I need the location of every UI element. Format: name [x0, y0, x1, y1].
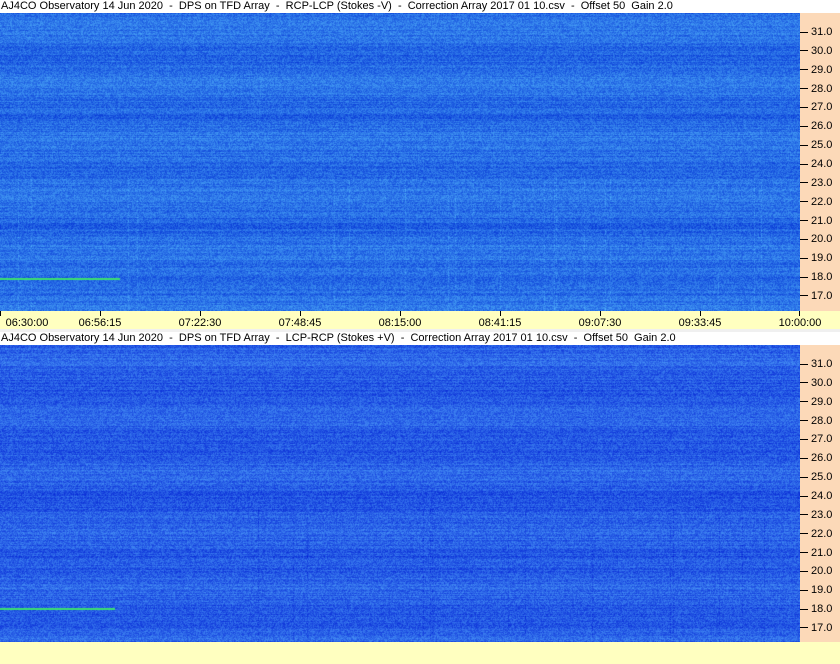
time-tick-label: 09:33:45	[678, 317, 722, 329]
bottom-frequency-axis: 31.0 30.0 29.0 28.0 27.0 26.0 25.0 24.0 23.0 22.0…	[800, 345, 840, 642]
frequency-tick: 31.0	[800, 358, 832, 370]
frequency-tick: 17.0	[800, 622, 832, 634]
time-tick-label: 09:07:30	[578, 317, 622, 329]
time-tick-label: 08:15:00	[378, 317, 422, 329]
frequency-tick: 20.0	[800, 565, 832, 577]
time-tick-label: 10:00:00	[778, 317, 822, 329]
bottom-axis-strip	[0, 642, 840, 664]
frequency-tick: 19.0	[800, 584, 832, 596]
time-tick-mark	[300, 311, 301, 316]
top-spectrogram[interactable]	[0, 13, 800, 311]
frequency-tick: 20.0	[800, 233, 832, 245]
frequency-tick: 23.0	[800, 509, 832, 521]
time-tick-label: 06:56:15	[78, 317, 122, 329]
frequency-tick: 26.0	[800, 452, 832, 464]
frequency-tick: 18.0	[800, 603, 832, 615]
frequency-tick: 31.0	[800, 26, 832, 38]
frequency-tick: 19.0	[800, 252, 832, 264]
time-tick-mark	[200, 311, 201, 316]
frequency-tick: 23.0	[800, 177, 832, 189]
time-tick-label: 08:41:15	[478, 317, 522, 329]
frequency-tick: 21.0	[800, 547, 832, 559]
time-tick-label: 07:48:45	[278, 317, 322, 329]
frequency-tick: 30.0	[800, 377, 832, 389]
frequency-tick: 26.0	[800, 120, 832, 132]
time-tick-mark	[799, 311, 800, 316]
frequency-tick: 29.0	[800, 396, 832, 408]
frequency-tick: 25.0	[800, 139, 832, 151]
frequency-tick: 24.0	[800, 490, 832, 502]
frequency-tick: 27.0	[800, 101, 832, 113]
time-tick-mark	[600, 311, 601, 316]
frequency-tick: 24.0	[800, 158, 832, 170]
frequency-tick: 25.0	[800, 471, 832, 483]
top-frequency-axis: 31.0 30.0 29.0 28.0 27.0 26.0 25.0 24.0 23.0 22.0…	[800, 13, 840, 311]
top-panel-title: AJ4CO Observatory 14 Jun 2020 - DPS on T…	[0, 0, 840, 13]
frequency-tick: 28.0	[800, 83, 832, 95]
frequency-tick: 21.0	[800, 215, 832, 227]
time-tick-mark	[700, 311, 701, 316]
bottom-panel-title: AJ4CO Observatory 14 Jun 2020 - DPS on T…	[0, 332, 840, 345]
time-axis: 06:30:00 06:56:15 07:22:30 07:48:45 08:15:00…	[0, 311, 840, 329]
frequency-tick: 29.0	[800, 64, 832, 76]
bottom-spectrogram[interactable]	[0, 345, 800, 642]
frequency-tick: 18.0	[800, 271, 832, 283]
time-tick-mark	[0, 311, 1, 316]
time-tick-mark	[100, 311, 101, 316]
time-tick-label: 07:22:30	[178, 317, 222, 329]
divider	[0, 329, 840, 332]
frequency-tick: 30.0	[800, 45, 832, 57]
time-tick-label: 06:30:00	[5, 317, 49, 329]
frequency-tick: 22.0	[800, 528, 832, 540]
frequency-tick: 28.0	[800, 415, 832, 427]
time-tick-mark	[500, 311, 501, 316]
frequency-tick: 27.0	[800, 433, 832, 445]
time-tick-mark	[400, 311, 401, 316]
frequency-tick: 17.0	[800, 290, 832, 302]
frequency-tick: 22.0	[800, 196, 832, 208]
